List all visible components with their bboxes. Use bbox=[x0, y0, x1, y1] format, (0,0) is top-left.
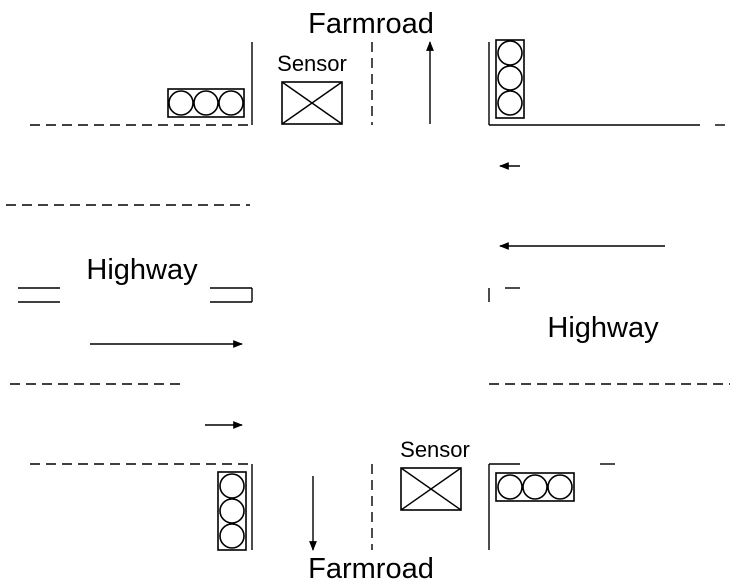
farmroad-north-road bbox=[251, 42, 490, 125]
sensor-icon bbox=[281, 81, 343, 125]
traffic-light-icon bbox=[217, 471, 247, 551]
highway-west-road bbox=[6, 124, 253, 465]
farmroad-north-label: Farmroad bbox=[308, 8, 434, 40]
highway-west-label: Highway bbox=[86, 254, 198, 286]
traffic-light-icon bbox=[495, 39, 525, 119]
highway-east-label: Highway bbox=[547, 312, 659, 344]
sensor-icon bbox=[400, 467, 462, 511]
sensor-north-label: Sensor bbox=[277, 51, 347, 76]
sensor-south-label: Sensor bbox=[400, 437, 470, 462]
farmroad-south-label: Farmroad bbox=[308, 553, 434, 585]
highway-east-road bbox=[488, 124, 730, 465]
traffic-light-icon bbox=[167, 88, 245, 118]
farmroad-south-road bbox=[251, 464, 490, 550]
traffic-light-icon bbox=[495, 472, 575, 502]
